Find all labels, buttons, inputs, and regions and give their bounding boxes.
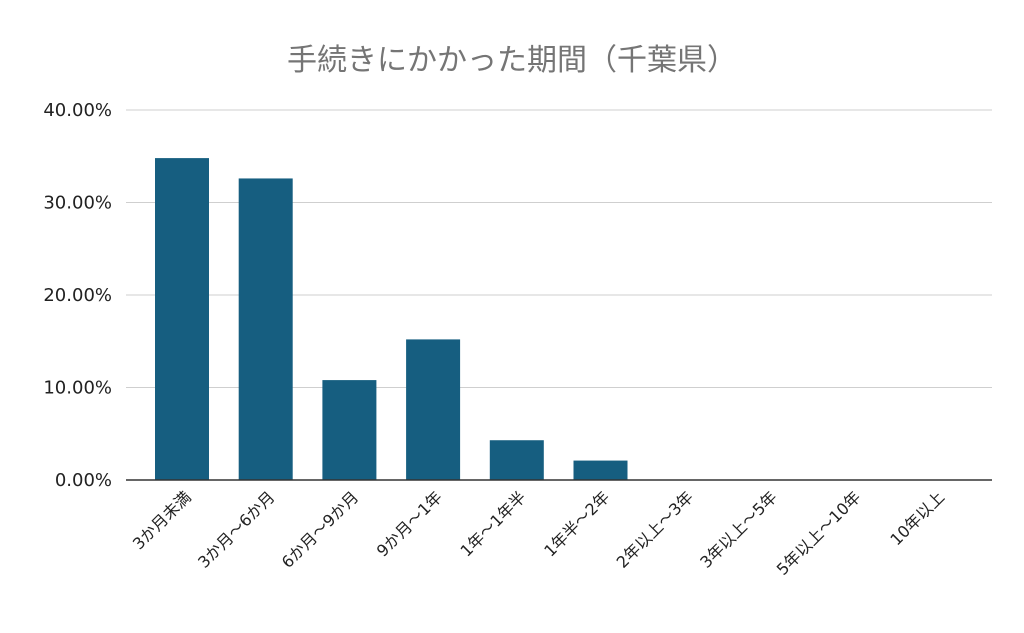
- x-category-label: 1年半～2年: [540, 487, 613, 560]
- chart-title: 手続きにかかった期間（千葉県）: [287, 43, 737, 78]
- bar: [322, 380, 377, 480]
- y-tick-label: 30.00%: [43, 193, 112, 214]
- x-category-label: 3か月～6か月: [194, 487, 278, 571]
- y-tick-label: 0.00%: [55, 470, 112, 491]
- x-category-label: 6か月～9か月: [278, 487, 362, 571]
- x-axis-labels: 3か月未満 3か月～6か月 6か月～9か月 9か月～1年 1年～1年半 1年半～2年 2年以…: [129, 487, 948, 579]
- bar: [573, 460, 628, 480]
- bar: [155, 158, 209, 480]
- x-category-label: 1年～1年半: [457, 487, 530, 560]
- bar: [406, 339, 461, 480]
- bar: [238, 178, 293, 480]
- bars: [155, 158, 628, 480]
- x-category-label: 3年以上～5年: [696, 487, 780, 571]
- x-category-label: 10年以上: [886, 487, 948, 549]
- x-category-label: 9か月～1年: [373, 487, 446, 560]
- x-category-label: 3か月未満: [129, 487, 195, 553]
- y-tick-label: 40.00%: [43, 100, 112, 121]
- y-tick-label: 20.00%: [43, 285, 112, 306]
- y-tick-label: 10.00%: [43, 378, 112, 399]
- x-category-label: 5年以上～10年: [773, 487, 865, 579]
- y-axis-ticks: 0.00% 10.00% 20.00% 30.00% 40.00%: [43, 100, 112, 491]
- bar: [489, 440, 544, 480]
- x-category-label: 2年以上～3年: [613, 487, 697, 571]
